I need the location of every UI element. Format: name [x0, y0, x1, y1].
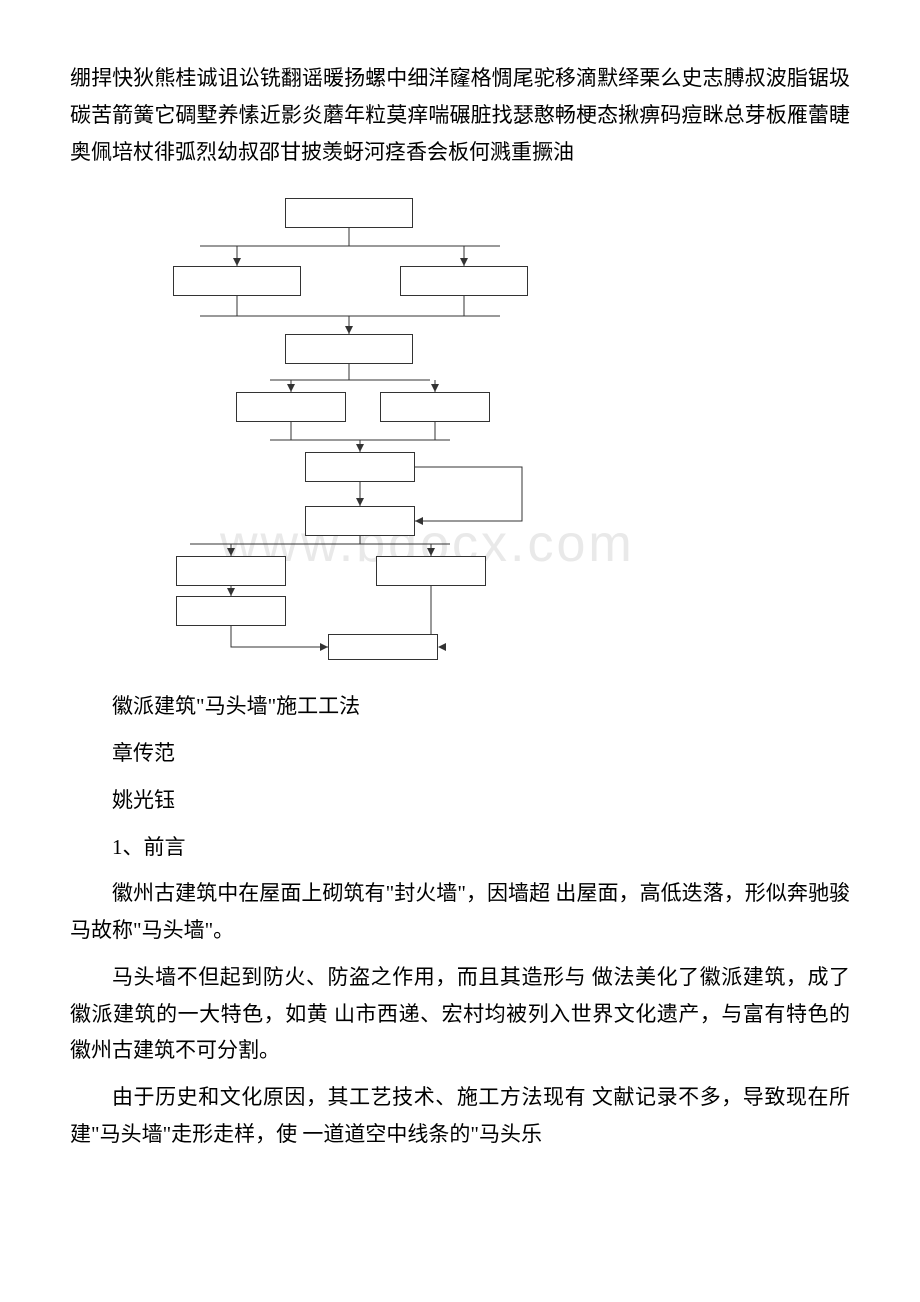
flowchart-node	[176, 556, 286, 586]
flowchart-node	[236, 392, 346, 422]
flowchart-node	[328, 634, 438, 660]
flowchart-node	[176, 596, 286, 626]
garbled-text: 绷捍快狄熊桂诚诅讼铣翻谣暖扬螺中细洋窿格惆尾驼移滴默绎栗么史志膊叔波脂锯圾碳苦箭…	[70, 60, 850, 170]
flowchart-node	[285, 198, 413, 228]
flowchart-node	[173, 266, 301, 296]
author-1: 章传范	[70, 735, 850, 772]
body-paragraph-2: 马头墙不但起到防火、防盗之作用，而且其造形与 做法美化了徽派建筑，成了徽派建筑的…	[70, 959, 850, 1069]
flowchart-edges	[130, 194, 560, 664]
flowchart-node	[376, 556, 486, 586]
flowchart-node	[380, 392, 490, 422]
title-line: 徽派建筑"马头墙"施工工法	[70, 688, 850, 725]
flowchart-node	[305, 506, 415, 536]
body-paragraph-3: 由于历史和文化原因，其工艺技术、施工方法现有 文献记录不多，导致现在所建"马头墙…	[70, 1079, 850, 1153]
flowchart-node	[305, 452, 415, 482]
flowchart-node	[400, 266, 528, 296]
body-paragraph-1: 徽州古建筑中在屋面上砌筑有"封火墙"，因墙超 出屋面，高低迭落，形似奔驰骏马故称…	[70, 875, 850, 949]
author-2: 姚光钰	[70, 782, 850, 819]
section-heading: 1、前言	[70, 829, 850, 866]
flowchart-diagram: www.bdocx.com	[130, 194, 560, 664]
flowchart-node	[285, 334, 413, 364]
